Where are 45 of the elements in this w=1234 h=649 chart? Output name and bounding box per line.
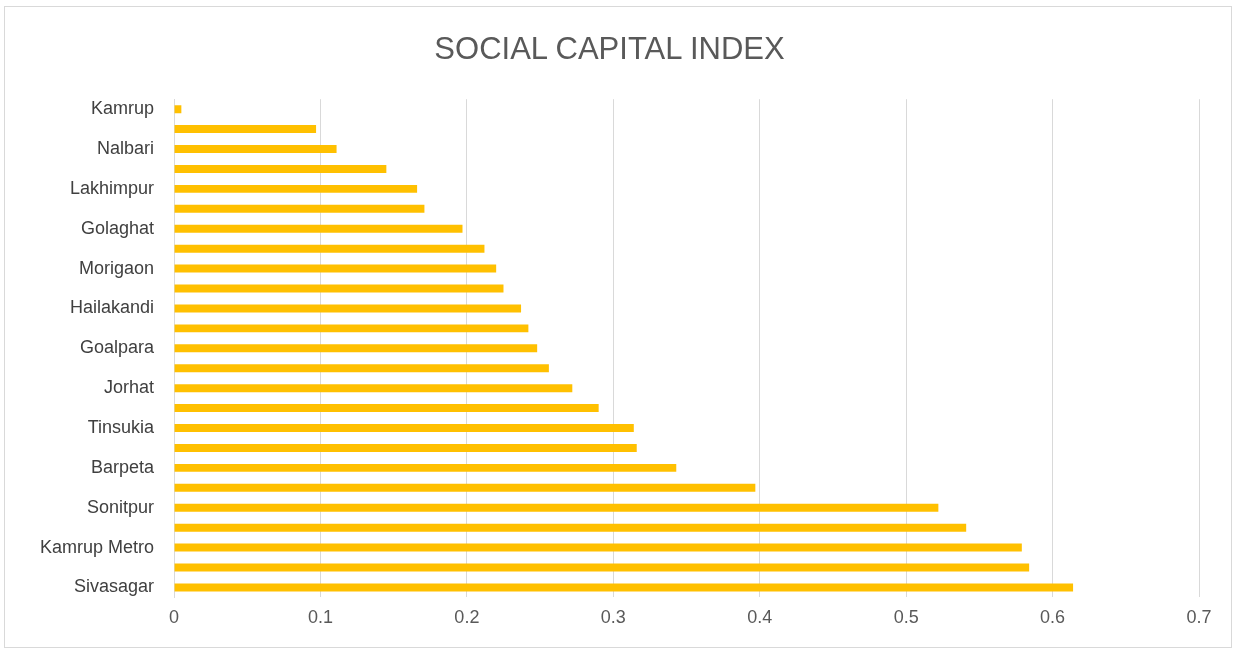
y-tick-label: Goalpara bbox=[79, 337, 156, 358]
y-tick-label: Tinsukia bbox=[87, 416, 156, 437]
bar bbox=[174, 443, 637, 452]
bar bbox=[174, 503, 939, 512]
y-tick-label: Sivasagar bbox=[73, 576, 155, 597]
y-tick-label: Jorhat bbox=[104, 377, 155, 398]
x-tick-label: 0.7 bbox=[1186, 607, 1212, 628]
bar bbox=[174, 224, 463, 233]
bar bbox=[174, 463, 677, 472]
bar bbox=[174, 244, 485, 253]
x-tick-label: 0.3 bbox=[600, 607, 626, 628]
bar bbox=[174, 424, 634, 432]
bar bbox=[174, 344, 538, 353]
y-tick-label: Kamrup Metro bbox=[39, 536, 155, 557]
y-tick-label: Golaghat bbox=[80, 217, 155, 238]
chart-title: SOCIAL CAPITAL INDEX bbox=[434, 31, 785, 67]
bar bbox=[174, 543, 1022, 552]
x-tick-label: 0.1 bbox=[307, 607, 333, 628]
bar bbox=[174, 384, 573, 393]
x-tick-label: 0 bbox=[169, 607, 180, 628]
bar bbox=[174, 284, 504, 293]
y-tick-label: Lakhimpur bbox=[69, 177, 155, 198]
bar bbox=[174, 583, 1074, 592]
bar bbox=[174, 483, 756, 492]
y-tick-label: Morigaon bbox=[78, 257, 155, 278]
bar bbox=[174, 364, 549, 373]
x-tick-label: 0.2 bbox=[454, 607, 480, 628]
x-tick-label: 0.6 bbox=[1040, 607, 1066, 628]
bar bbox=[174, 184, 418, 193]
bar bbox=[174, 145, 337, 154]
bar bbox=[174, 304, 522, 313]
y-tick-label: Barpeta bbox=[90, 456, 156, 477]
bar bbox=[174, 164, 387, 173]
y-tick-label: Kamrup bbox=[91, 98, 155, 119]
x-tick-label: 0.5 bbox=[893, 607, 919, 628]
y-tick-label: Hailakandi bbox=[69, 297, 155, 318]
y-tick-label: Sonitpur bbox=[86, 496, 155, 517]
bar bbox=[174, 523, 967, 532]
bar bbox=[174, 125, 317, 134]
x-tick-label: 0.4 bbox=[747, 607, 773, 628]
bar bbox=[174, 404, 599, 413]
y-tick-label: Nalbari bbox=[97, 137, 155, 158]
bar bbox=[174, 204, 425, 213]
bar bbox=[174, 324, 529, 333]
bar bbox=[174, 264, 497, 273]
